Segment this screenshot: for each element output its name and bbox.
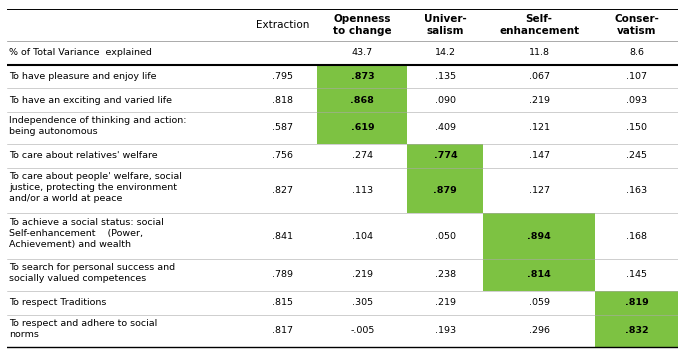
Text: .814: .814: [527, 270, 551, 279]
Text: .841: .841: [273, 232, 293, 241]
Text: To care about relatives' welfare: To care about relatives' welfare: [9, 151, 158, 160]
Text: .193: .193: [435, 326, 456, 335]
Text: .795: .795: [273, 72, 293, 81]
Text: .219: .219: [352, 270, 373, 279]
Text: .113: .113: [352, 186, 373, 195]
Text: .619: .619: [351, 123, 374, 132]
Text: Self-
enhancement: Self- enhancement: [499, 14, 580, 36]
Text: .756: .756: [273, 151, 293, 160]
Text: .121: .121: [529, 123, 549, 132]
Text: .894: .894: [527, 232, 551, 241]
Text: 11.8: 11.8: [529, 48, 549, 57]
Text: .090: .090: [435, 95, 456, 105]
Text: .873: .873: [351, 72, 374, 81]
Text: .827: .827: [273, 186, 293, 195]
Text: .145: .145: [626, 270, 647, 279]
Bar: [317, 112, 408, 144]
Text: .219: .219: [529, 95, 549, 105]
Bar: [408, 144, 483, 168]
Text: .093: .093: [626, 95, 647, 105]
Text: Extraction: Extraction: [256, 20, 310, 30]
Text: .409: .409: [435, 123, 456, 132]
Text: To care about people' welfare, social
justice, protecting the environment
and/or: To care about people' welfare, social ju…: [9, 172, 182, 203]
Text: 43.7: 43.7: [352, 48, 373, 57]
Bar: [595, 291, 678, 315]
Text: To respect and adhere to social
norms: To respect and adhere to social norms: [9, 319, 157, 339]
Text: .168: .168: [626, 232, 647, 241]
Bar: [408, 168, 483, 213]
Bar: [317, 65, 408, 88]
Text: .219: .219: [435, 298, 456, 307]
Text: .587: .587: [273, 123, 293, 132]
Text: .147: .147: [529, 151, 549, 160]
Text: Univer-
salism: Univer- salism: [424, 14, 466, 36]
Bar: [595, 315, 678, 346]
Text: .868: .868: [351, 95, 374, 105]
Text: Openness
to change: Openness to change: [333, 14, 392, 36]
Text: .819: .819: [625, 298, 649, 307]
Text: .163: .163: [626, 186, 647, 195]
Text: .104: .104: [352, 232, 373, 241]
Text: .879: .879: [434, 186, 457, 195]
Bar: [317, 88, 408, 112]
Text: Conser-
vatism: Conser- vatism: [614, 14, 659, 36]
Bar: [483, 213, 595, 259]
Text: 14.2: 14.2: [435, 48, 456, 57]
Text: .815: .815: [273, 298, 293, 307]
Text: .245: .245: [626, 151, 647, 160]
Text: .789: .789: [273, 270, 293, 279]
Text: .774: .774: [434, 151, 457, 160]
Bar: [483, 259, 595, 291]
Text: .059: .059: [529, 298, 549, 307]
Text: .107: .107: [626, 72, 647, 81]
Text: .135: .135: [435, 72, 456, 81]
Text: .817: .817: [273, 326, 293, 335]
Text: To have an exciting and varied life: To have an exciting and varied life: [9, 95, 172, 105]
Text: To achieve a social status: social
Self-enhancement    (Power,
Achievement) and : To achieve a social status: social Self-…: [9, 218, 164, 249]
Text: .067: .067: [529, 72, 549, 81]
Text: .274: .274: [352, 151, 373, 160]
Text: .238: .238: [435, 270, 456, 279]
Text: To search for personal success and
socially valued competences: To search for personal success and socia…: [9, 263, 175, 283]
Text: To have pleasure and enjoy life: To have pleasure and enjoy life: [9, 72, 156, 81]
Text: 8.6: 8.6: [629, 48, 644, 57]
Text: To respect Traditions: To respect Traditions: [9, 298, 106, 307]
Text: Independence of thinking and action:
being autonomous: Independence of thinking and action: bei…: [9, 116, 186, 136]
Text: .818: .818: [273, 95, 293, 105]
Text: .150: .150: [626, 123, 647, 132]
Text: .050: .050: [435, 232, 456, 241]
Text: -.005: -.005: [350, 326, 375, 335]
Text: % of Total Variance  explained: % of Total Variance explained: [9, 48, 152, 57]
Text: .127: .127: [529, 186, 549, 195]
Text: .296: .296: [529, 326, 549, 335]
Text: .305: .305: [352, 298, 373, 307]
Text: .832: .832: [625, 326, 649, 335]
